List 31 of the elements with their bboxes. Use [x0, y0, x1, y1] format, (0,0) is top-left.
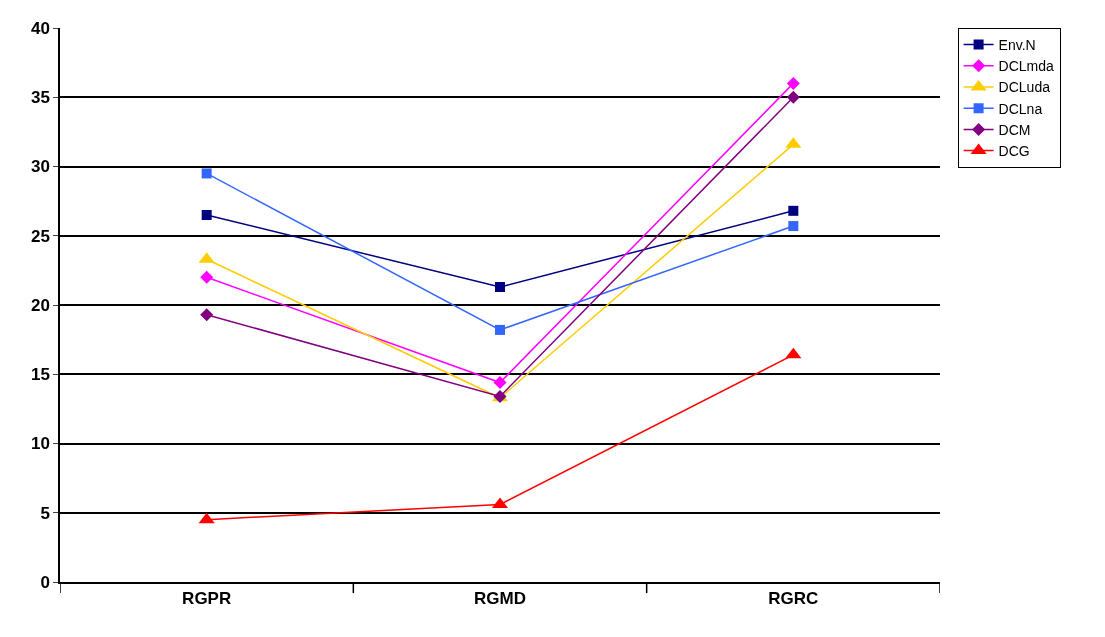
point — [201, 209, 212, 220]
y-tick-label: 30 — [30, 157, 50, 177]
x-tick-label: RGRC — [768, 589, 819, 609]
point — [788, 221, 799, 232]
y-tick-label: 5 — [40, 503, 50, 523]
point — [788, 205, 799, 216]
point — [201, 168, 212, 179]
legend-label: DCG — [998, 143, 1030, 160]
x-tick-label: RGMD — [474, 589, 526, 609]
point — [198, 512, 215, 524]
x-tick-label: RGPR — [182, 589, 232, 609]
y-tick-label: 40 — [30, 18, 50, 38]
y-tick-label: 20 — [30, 295, 50, 315]
y-tick-label: 10 — [30, 434, 50, 454]
point — [785, 347, 802, 359]
legend-label: Env.N — [998, 37, 1036, 54]
y-tick-label: 35 — [30, 88, 50, 108]
y-tick-label: 0 — [40, 572, 50, 592]
point — [200, 308, 214, 322]
y-tick-label: 15 — [30, 365, 50, 385]
legend-label: DCM — [998, 121, 1031, 138]
point — [786, 76, 800, 90]
point — [495, 324, 505, 335]
legend-label: DCLmda — [998, 58, 1055, 75]
point — [200, 270, 214, 284]
point — [493, 376, 507, 390]
y-tick-label: 25 — [30, 226, 50, 246]
point — [786, 90, 800, 104]
legend-label: DCLuda — [998, 79, 1051, 96]
point — [495, 282, 505, 292]
legend-label: DCLna — [998, 100, 1043, 117]
